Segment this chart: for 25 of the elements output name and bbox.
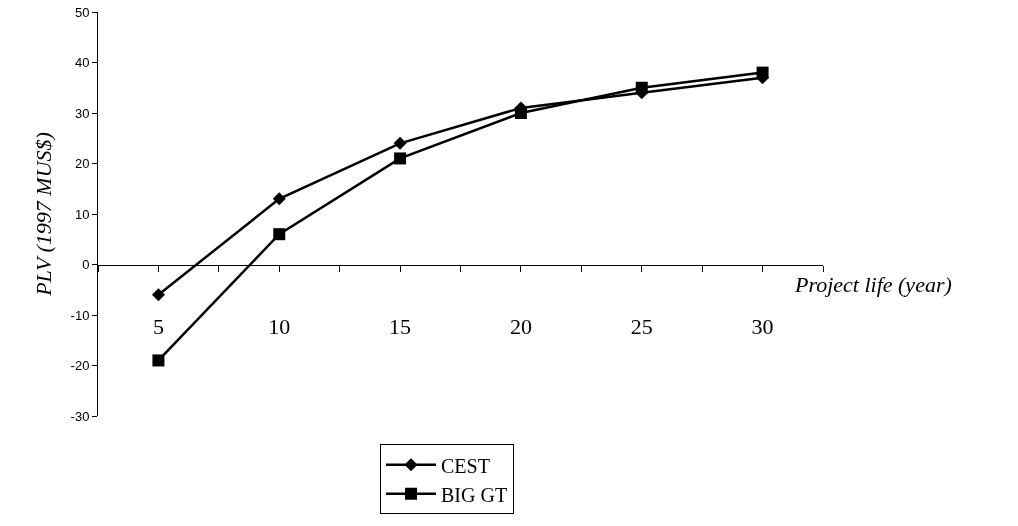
point xyxy=(151,288,165,302)
point xyxy=(273,228,286,241)
x-tick-label: 15 xyxy=(389,313,412,339)
y-tick-label: 30 xyxy=(74,105,90,121)
x-tick-label: 5 xyxy=(152,313,164,339)
x-tick-label: 10 xyxy=(268,313,291,339)
y-tick-label: -10 xyxy=(70,307,90,323)
y-tick-label: 20 xyxy=(74,156,90,172)
legend-label: CEST xyxy=(441,454,490,477)
y-tick-label: -20 xyxy=(70,358,90,374)
y-axis-title: PLV (1997 MUS$) xyxy=(31,132,57,297)
x-tick-label: 25 xyxy=(630,313,653,339)
y-tick-label: 0 xyxy=(82,257,90,273)
point xyxy=(393,136,407,150)
legend-label: BIG GT xyxy=(441,483,508,506)
y-tick-label: 10 xyxy=(74,206,90,222)
y-tick-label: 50 xyxy=(74,4,90,20)
x-tick-label: 20 xyxy=(509,313,532,339)
point xyxy=(272,192,286,206)
x-tick-label: 30 xyxy=(751,313,774,339)
point xyxy=(152,354,165,367)
y-tick-label: 40 xyxy=(74,55,90,71)
point xyxy=(394,152,407,165)
y-tick-label: -30 xyxy=(70,408,90,424)
x-axis-title: Project life (year) xyxy=(794,272,952,297)
